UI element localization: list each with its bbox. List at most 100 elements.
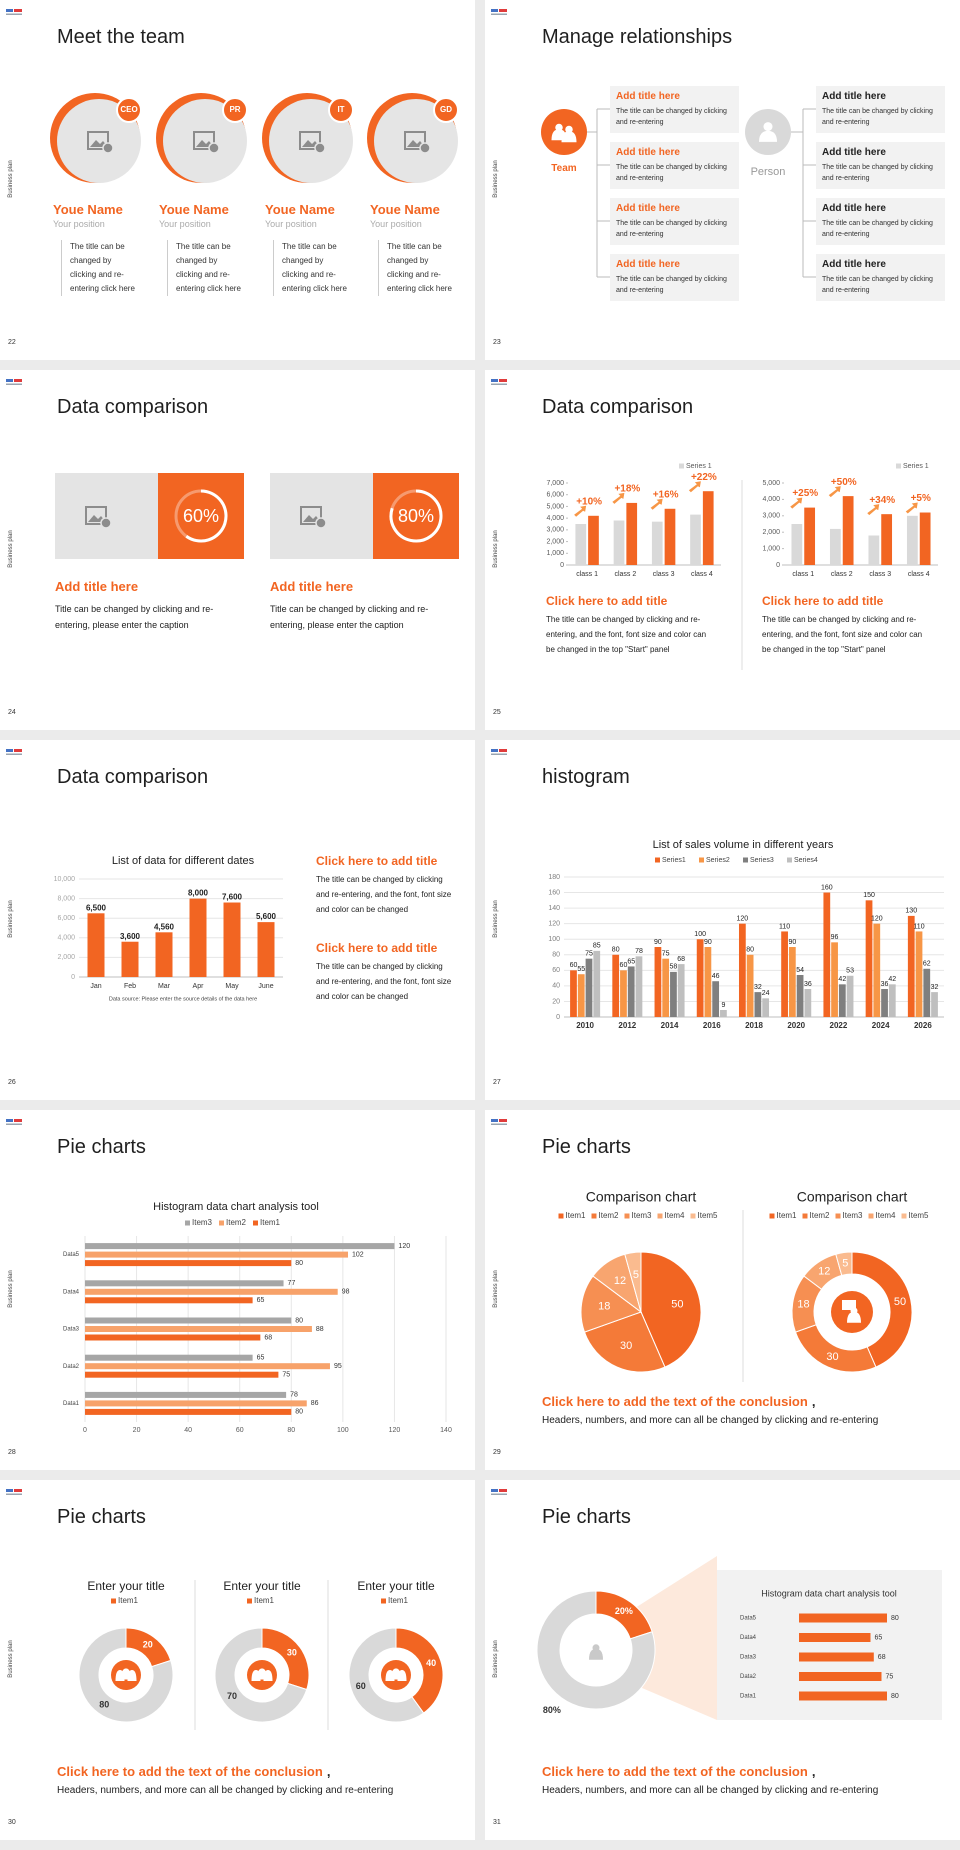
bar: [791, 524, 803, 565]
logo-mark: [499, 749, 507, 752]
bar: [702, 491, 714, 565]
slice-label: 70: [227, 1691, 237, 1701]
growth-label: +18%: [614, 484, 640, 495]
slide: List of sales volume in different years S…: [485, 740, 960, 1100]
image-icon: [208, 142, 220, 154]
y-tick-label: 10,000: [54, 876, 76, 883]
badge-label: CEO: [120, 105, 137, 114]
legend-label: Item1: [388, 1596, 409, 1605]
slide-title: histogram: [542, 766, 630, 788]
y-tick-label: 3,000: [546, 527, 564, 534]
growth-label: +50%: [831, 477, 857, 488]
value-label: 100: [694, 931, 706, 938]
donut-slice: [214, 1627, 308, 1723]
bar: [593, 950, 601, 1017]
x-tick-label: class 4: [908, 571, 930, 578]
badge-label: IT: [337, 105, 344, 114]
logo-mark: [14, 379, 22, 382]
page-number: 23: [493, 339, 501, 346]
logo-mark: [6, 1493, 22, 1495]
bar: [799, 1691, 887, 1701]
slide: 60% 80% Data comparison Business plan 24 Add …: [0, 370, 475, 730]
side-label: Business plan: [493, 1270, 499, 1308]
x-tick-label: Apr: [193, 983, 205, 990]
y-tick-label: 6,000: [546, 492, 564, 499]
legend-swatch: [743, 857, 748, 863]
value-label: 80: [295, 1260, 303, 1267]
bar: [85, 1297, 253, 1304]
logo-mark: [491, 753, 507, 755]
image-icon: [314, 142, 326, 154]
growth-label: +34%: [869, 495, 895, 506]
conclusion-text: Headers, numbers, and more can all be ch…: [57, 1785, 394, 1796]
value-label: 6,500: [86, 903, 107, 912]
legend-label: Series4: [794, 857, 818, 864]
slide: Manage relationships Business plan 23 Team A…: [485, 0, 960, 360]
value-label: 98: [342, 1289, 350, 1296]
y-tick-label: 1,000: [546, 550, 564, 557]
bar: [577, 974, 585, 1017]
slice-label: 20: [143, 1639, 153, 1649]
legend-swatch: [787, 857, 792, 863]
item-box: [816, 198, 945, 245]
legend-label: Item2: [226, 1218, 247, 1227]
bar: [754, 992, 762, 1017]
bar: [654, 947, 662, 1017]
legend-label: Item4: [876, 1211, 897, 1220]
conclusion-mark: ,: [811, 1394, 816, 1409]
legend-label: Series2: [706, 857, 730, 864]
y-tick-label: 1,000: [762, 545, 780, 552]
group-label: Person: [750, 166, 786, 178]
y-tick-label: 100: [548, 936, 560, 943]
slice-label: 12: [818, 1265, 830, 1277]
value-label: 75: [662, 951, 670, 958]
x-tick-label: class 4: [691, 571, 713, 578]
y-tick-label: 8,000: [57, 895, 75, 902]
growth-arrow: [574, 505, 587, 517]
block-text: The title can be changed by clicking and…: [316, 962, 452, 1001]
x-tick-label: June: [258, 983, 273, 990]
value-label: 32: [754, 984, 762, 991]
page-number: 25: [493, 709, 501, 716]
y-tick-label: 180: [548, 874, 560, 881]
value-label: 75: [585, 951, 593, 958]
photo-frame: [269, 99, 353, 183]
page-number: 22: [8, 339, 16, 346]
chart-title: Histogram data chart analysis tool: [761, 1588, 897, 1598]
bar: [923, 968, 931, 1017]
slide: 20% 80% Histogram data chart analysis tool…: [485, 1480, 960, 1840]
bar: [804, 989, 812, 1017]
legend-label: Item5: [909, 1211, 930, 1220]
progress-label: 80%: [398, 506, 434, 526]
bar: [662, 958, 670, 1017]
slide: 0 1,000 2,000 3,000 4,000 5,000 6,000 7,000 clas…: [485, 370, 960, 730]
image-icon: [419, 142, 431, 154]
value-label: 110: [779, 923, 790, 930]
legend-swatch: [868, 1213, 874, 1219]
slide-title: Pie charts: [57, 1136, 146, 1158]
bar: [575, 524, 587, 565]
value-label: 68: [264, 1334, 272, 1341]
bar: [85, 1363, 330, 1370]
chart-title: Enter your title: [223, 1579, 301, 1593]
conclusion-title: Click here to add the text of the conclu…: [542, 1394, 808, 1409]
bar: [704, 947, 712, 1017]
bar: [588, 515, 599, 565]
chart-title: List of data for different dates: [112, 855, 255, 867]
bar: [85, 1260, 292, 1267]
logo-mark: [491, 1119, 498, 1122]
growth-arrow: [828, 486, 841, 498]
conclusion-title: Click here to add the text of the conclu…: [57, 1764, 323, 1779]
growth-label: +22%: [691, 472, 717, 483]
legend-label: Item3: [192, 1218, 213, 1227]
y-tick-label: 40: [552, 983, 560, 990]
category-label: Data5: [740, 1616, 757, 1622]
bar: [799, 1652, 874, 1662]
progress-label: 60%: [183, 506, 219, 526]
y-tick-label: Data1: [63, 1401, 80, 1407]
person-icon: [397, 1669, 407, 1681]
x-tick-label: 2016: [703, 1021, 721, 1030]
bar: [223, 902, 241, 977]
legend-label: Item4: [665, 1211, 686, 1220]
badge: [116, 97, 142, 123]
